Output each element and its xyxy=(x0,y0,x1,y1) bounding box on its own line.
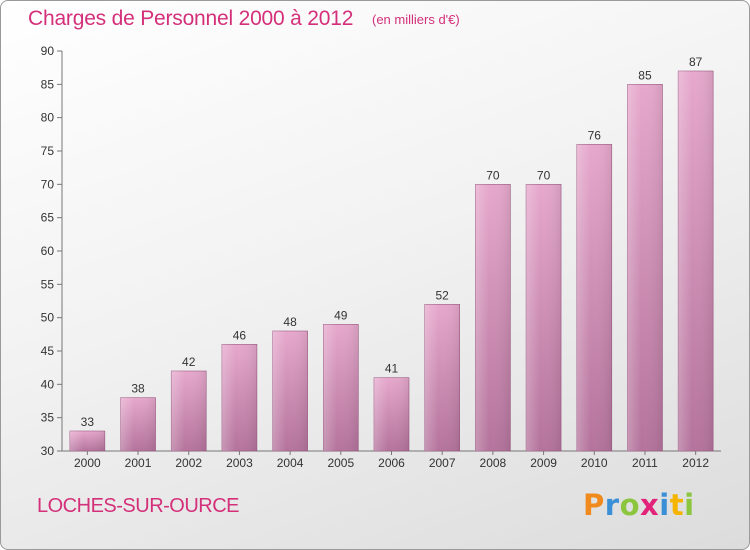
y-tick-label: 40 xyxy=(41,377,55,391)
bar-value-label: 85 xyxy=(638,68,652,82)
x-tick-label: 2009 xyxy=(530,456,557,470)
bar-value-label: 70 xyxy=(537,168,551,182)
y-tick-label: 80 xyxy=(41,111,55,125)
x-tick-label: 2010 xyxy=(581,456,608,470)
bar-shine xyxy=(475,184,511,452)
logo-letter: i xyxy=(659,488,670,522)
bar-shine xyxy=(627,84,663,451)
x-tick-label: 2006 xyxy=(378,456,405,470)
bar-shine xyxy=(526,184,562,452)
x-tick-label: 2008 xyxy=(480,456,507,470)
y-tick-label: 45 xyxy=(41,344,55,358)
x-tick-label: 2004 xyxy=(277,456,304,470)
x-tick-label: 2005 xyxy=(327,456,354,470)
logo-letter: P xyxy=(583,488,605,522)
bar-value-label: 46 xyxy=(233,328,247,342)
x-tick-label: 2002 xyxy=(175,456,202,470)
y-tick-label: 55 xyxy=(41,277,55,291)
data-labels: 33 38 42 46 48 49 41 52 70 70 76 85 87 xyxy=(81,55,703,429)
bar-shine xyxy=(323,324,359,451)
x-tick-label: 2011 xyxy=(632,456,658,470)
bar-value-label: 38 xyxy=(131,382,145,396)
bar-value-label: 33 xyxy=(81,415,95,429)
logo-letter: r xyxy=(604,488,620,522)
bar-value-label: 52 xyxy=(436,288,450,302)
y-tick-label: 60 xyxy=(41,244,55,258)
logo-letter: t xyxy=(669,488,685,522)
logo-letter: x xyxy=(640,488,660,522)
bar-value-label: 41 xyxy=(385,362,399,376)
bar-shine xyxy=(69,431,105,451)
chart-title: Charges de Personnel 2000 à 2012 xyxy=(28,7,354,30)
town-name: LOCHES-SUR-OURCE xyxy=(37,495,240,517)
bar-shine xyxy=(171,371,207,451)
logo-letter: o xyxy=(619,488,641,522)
y-tick-label: 65 xyxy=(41,211,55,225)
y-tick-label: 70 xyxy=(41,177,55,191)
bar-value-label: 87 xyxy=(689,55,703,69)
bar-value-label: 76 xyxy=(588,128,602,142)
bar-shine xyxy=(221,344,257,451)
x-tick-label: 2000 xyxy=(74,456,101,470)
y-tick-label: 75 xyxy=(41,144,55,158)
x-tick-label: 2007 xyxy=(429,456,456,470)
bar-shine xyxy=(576,144,612,452)
bars xyxy=(69,70,714,452)
bar-value-label: 49 xyxy=(334,308,348,322)
bar-value-label: 48 xyxy=(283,315,297,329)
bar-value-label: 42 xyxy=(182,355,196,369)
x-tick-label: 2012 xyxy=(682,456,709,470)
y-tick-label: 35 xyxy=(41,411,55,425)
y-tick-label: 90 xyxy=(41,44,55,58)
bar-shine xyxy=(120,397,156,451)
proxiti-logo[interactable]: Proxiti xyxy=(583,488,695,522)
x-tick-label: 2001 xyxy=(125,456,152,470)
y-tick-label: 85 xyxy=(41,77,55,91)
x-tick-label: 2003 xyxy=(226,456,253,470)
bar-shine xyxy=(374,377,409,451)
bar-shine xyxy=(424,304,460,451)
logo-letter: i xyxy=(684,488,695,522)
chart-unit: (en milliers d'€) xyxy=(372,12,460,27)
bar-shine xyxy=(272,331,308,451)
y-tick-label: 30 xyxy=(41,444,55,458)
y-tick-label: 50 xyxy=(41,311,55,325)
bar-value-label: 70 xyxy=(486,168,500,182)
bar-shine xyxy=(678,71,714,451)
